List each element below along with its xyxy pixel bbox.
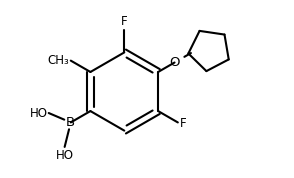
Text: O: O (169, 56, 180, 69)
Text: B: B (66, 116, 75, 129)
Text: F: F (121, 15, 128, 28)
Text: HO: HO (29, 106, 47, 119)
Text: CH₃: CH₃ (48, 54, 69, 67)
Text: HO: HO (56, 149, 74, 162)
Text: F: F (180, 117, 186, 130)
